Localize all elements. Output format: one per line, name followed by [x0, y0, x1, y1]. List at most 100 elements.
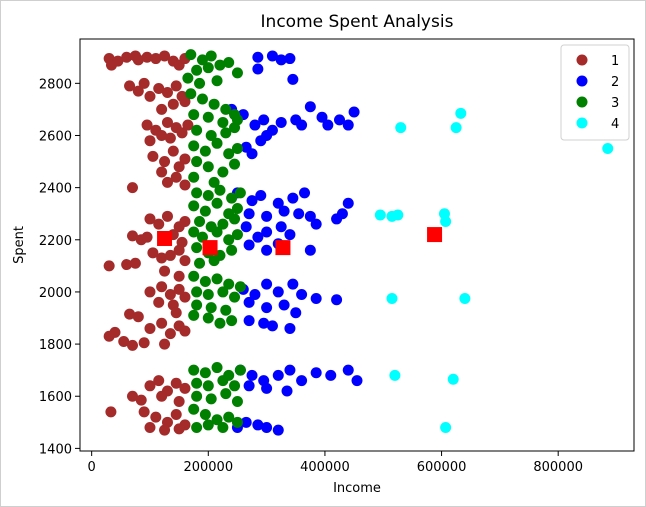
point-cluster-2: [261, 278, 273, 290]
point-cluster-1: [103, 260, 115, 272]
point-cluster-3: [191, 156, 203, 168]
x-tick-label: 0: [88, 460, 96, 475]
point-cluster-3: [191, 286, 203, 298]
point-cluster-1: [129, 257, 141, 269]
point-cluster-3: [199, 145, 211, 157]
point-cluster-1: [167, 98, 179, 110]
point-cluster-2: [348, 106, 360, 118]
x-tick-label: 400000: [300, 460, 350, 475]
point-cluster-1: [159, 338, 171, 350]
point-cluster-1: [121, 51, 133, 63]
point-cluster-3: [223, 234, 235, 246]
point-cluster-4: [602, 143, 614, 155]
point-cluster-3: [229, 291, 241, 303]
point-cluster-2: [255, 189, 267, 201]
point-cluster-1: [173, 395, 185, 407]
point-cluster-2: [275, 54, 287, 66]
point-cluster-1: [126, 339, 138, 351]
point-cluster-3: [220, 304, 232, 316]
point-cluster-1: [159, 50, 171, 62]
chart-title: Income Spent Analysis: [261, 12, 454, 32]
point-cluster-3: [223, 411, 235, 423]
x-tick-label: 200000: [183, 460, 233, 475]
point-cluster-1: [156, 103, 168, 115]
point-cluster-2: [281, 385, 293, 397]
point-cluster-3: [188, 226, 200, 238]
point-cluster-3: [229, 122, 241, 134]
point-cluster-3: [231, 229, 243, 241]
point-cluster-2: [304, 244, 316, 256]
point-cluster-4: [450, 122, 462, 134]
point-cluster-2: [240, 416, 252, 428]
point-cluster-2: [252, 51, 264, 63]
point-cluster-4: [440, 422, 452, 434]
point-cluster-1: [112, 55, 124, 67]
point-cluster-3: [234, 187, 246, 199]
point-cluster-3: [191, 242, 203, 254]
y-tick-label: 1800: [39, 338, 72, 353]
point-cluster-3: [208, 98, 220, 110]
point-cluster-4: [386, 292, 398, 304]
point-cluster-1: [153, 83, 165, 95]
point-cluster-2: [261, 302, 273, 314]
point-cluster-1: [124, 80, 136, 92]
legend-label: 1: [611, 54, 619, 69]
centroid-marker: [427, 227, 443, 243]
point-cluster-1: [176, 127, 188, 139]
point-cluster-2: [278, 205, 290, 217]
point-cluster-3: [229, 380, 241, 392]
point-cluster-3: [214, 317, 226, 329]
point-cluster-1: [156, 281, 168, 293]
point-cluster-1: [164, 132, 176, 144]
point-cluster-2: [266, 50, 278, 62]
plot-frame: [79, 38, 635, 452]
point-cluster-4: [459, 292, 471, 304]
point-cluster-3: [231, 416, 243, 428]
y-tick-label: 1400: [39, 442, 72, 457]
point-cluster-1: [144, 90, 156, 102]
point-cluster-3: [202, 419, 214, 431]
y-tick-label: 2400: [39, 182, 72, 197]
point-cluster-1: [147, 150, 159, 162]
point-cluster-3: [211, 137, 223, 149]
point-cluster-3: [234, 281, 246, 293]
point-cluster-2: [272, 424, 284, 436]
point-cluster-1: [132, 54, 144, 66]
point-cluster-2: [261, 382, 273, 394]
point-cluster-1: [144, 135, 156, 147]
point-cluster-2: [342, 364, 354, 376]
point-cluster-1: [135, 394, 147, 406]
point-cluster-2: [287, 278, 299, 290]
legend-marker-1: [576, 54, 588, 66]
point-cluster-2: [310, 367, 322, 379]
point-cluster-1: [156, 390, 168, 402]
point-cluster-1: [126, 390, 138, 402]
point-cluster-2: [261, 210, 273, 222]
point-cluster-3: [188, 403, 200, 415]
x-tick-label: 600000: [417, 460, 467, 475]
point-cluster-4: [440, 216, 452, 228]
centroid-marker: [275, 240, 291, 256]
point-cluster-3: [185, 49, 197, 61]
point-cluster-1: [170, 171, 182, 183]
point-cluster-1: [173, 244, 185, 256]
point-cluster-2: [246, 369, 258, 381]
point-cluster-1: [179, 255, 191, 267]
point-cluster-1: [144, 213, 156, 225]
point-cluster-3: [194, 216, 206, 228]
point-cluster-3: [211, 414, 223, 426]
legend-marker-4: [576, 117, 588, 129]
point-cluster-2: [316, 111, 328, 123]
point-cluster-3: [223, 278, 235, 290]
point-cluster-1: [161, 86, 173, 98]
point-cluster-2: [284, 229, 296, 241]
point-cluster-1: [144, 286, 156, 298]
point-cluster-1: [132, 85, 144, 97]
point-cluster-3: [191, 422, 203, 434]
point-cluster-1: [179, 153, 191, 165]
point-cluster-1: [161, 176, 173, 188]
point-cluster-3: [191, 124, 203, 136]
point-cluster-3: [211, 75, 223, 87]
point-cluster-2: [243, 296, 255, 308]
